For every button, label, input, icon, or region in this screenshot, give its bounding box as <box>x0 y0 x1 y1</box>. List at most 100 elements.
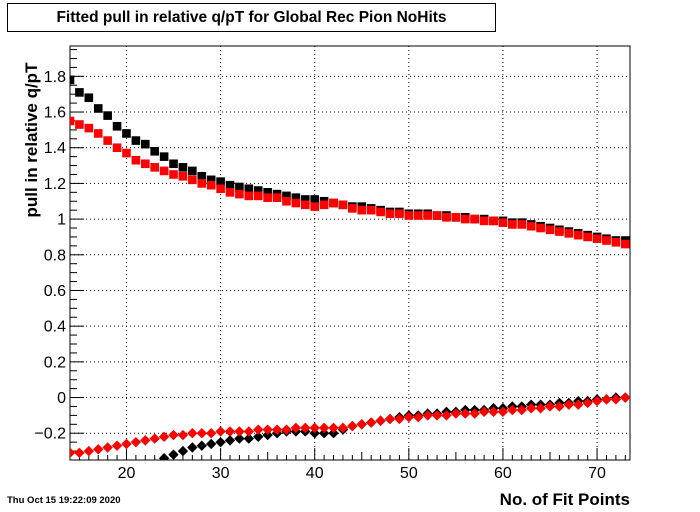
x-tick-label: 40 <box>306 465 324 482</box>
data-point <box>591 395 603 407</box>
data-point <box>168 449 179 460</box>
data-point <box>328 422 339 434</box>
data-point <box>291 193 301 202</box>
data-point <box>329 198 338 208</box>
data-point <box>149 433 160 444</box>
data-point <box>197 171 207 181</box>
data-point <box>508 220 517 229</box>
data-point <box>347 420 358 432</box>
series-1 <box>70 116 630 249</box>
data-point <box>262 424 273 435</box>
data-point <box>525 403 537 414</box>
data-point <box>122 148 131 158</box>
data-point <box>395 209 404 219</box>
data-point <box>169 170 178 179</box>
data-point <box>140 159 150 169</box>
data-point <box>611 237 621 247</box>
data-point <box>319 200 329 210</box>
data-point <box>216 184 225 194</box>
data-point <box>140 139 150 149</box>
data-point <box>93 129 103 138</box>
data-point <box>224 435 236 446</box>
data-point <box>131 155 141 165</box>
data-point <box>225 188 235 197</box>
data-point <box>205 428 217 439</box>
data-point <box>187 442 198 453</box>
y-tick-label: 0 <box>57 390 66 407</box>
data-point <box>309 422 320 434</box>
y-tick-label: 0.4 <box>44 319 66 336</box>
data-point <box>328 428 339 439</box>
data-point <box>470 214 480 224</box>
data-point <box>563 399 575 410</box>
data-point <box>610 394 622 405</box>
data-point <box>555 227 564 236</box>
data-point <box>478 406 490 418</box>
data-point <box>253 431 264 443</box>
data-point <box>545 225 555 235</box>
data-point <box>544 401 556 412</box>
data-point <box>131 136 141 145</box>
data-point <box>140 435 151 446</box>
data-point <box>450 408 462 419</box>
data-point <box>235 189 244 199</box>
data-point <box>460 214 470 224</box>
data-point <box>253 424 264 435</box>
data-point <box>177 429 189 441</box>
data-point <box>272 193 282 202</box>
data-point <box>479 216 489 226</box>
chart-title: Fitted pull in relative q/pT for Global … <box>7 3 496 32</box>
data-point <box>158 453 170 460</box>
data-point <box>592 234 602 244</box>
data-point <box>224 426 236 437</box>
data-point <box>356 419 367 430</box>
data-point <box>318 422 330 434</box>
data-point <box>187 428 198 439</box>
data-point <box>300 422 311 434</box>
x-tick-label: 60 <box>494 465 512 482</box>
data-point <box>75 88 84 97</box>
data-point <box>83 445 95 457</box>
y-tick-label: 1.6 <box>44 105 66 122</box>
data-point <box>178 163 188 172</box>
data-point <box>159 166 169 176</box>
grid-lines <box>70 46 630 460</box>
data-point <box>235 182 244 192</box>
data-point <box>103 136 112 145</box>
data-point <box>93 104 103 113</box>
data-point <box>122 129 131 138</box>
data-point <box>178 171 188 181</box>
x-axis-label: No. of Fit Points <box>499 490 630 509</box>
data-point <box>244 184 254 194</box>
y-tick-label: 1.4 <box>44 140 66 157</box>
data-point <box>234 433 245 444</box>
data-point <box>489 216 498 226</box>
data-point <box>432 211 442 220</box>
data-point <box>536 223 545 233</box>
data-point <box>206 180 216 190</box>
data-point <box>602 236 611 245</box>
data-point <box>197 179 207 188</box>
data-point <box>111 440 123 451</box>
x-tick-label: 50 <box>400 465 418 482</box>
data-point <box>177 445 189 457</box>
data-point <box>262 429 273 441</box>
data-point <box>442 213 451 222</box>
data-point <box>150 163 160 172</box>
axes: 20 30 40 50 60 70 −0.2 0 0.2 0.4 0.6 0.8 1 1.2 1.4 1.6 1… <box>34 49 626 482</box>
data-point <box>413 211 423 220</box>
data-point <box>70 116 75 126</box>
data-point <box>309 428 320 439</box>
x-tick-label: 30 <box>212 465 230 482</box>
data-point <box>253 191 263 201</box>
data-point <box>300 195 310 204</box>
data-point <box>112 122 122 131</box>
plot-frame <box>69 45 631 461</box>
data-point <box>582 397 593 409</box>
data-point <box>451 213 461 222</box>
data-point <box>573 230 583 240</box>
data-point <box>158 431 170 443</box>
data-point <box>620 239 630 249</box>
data-point <box>244 191 254 201</box>
data-point <box>70 75 75 85</box>
